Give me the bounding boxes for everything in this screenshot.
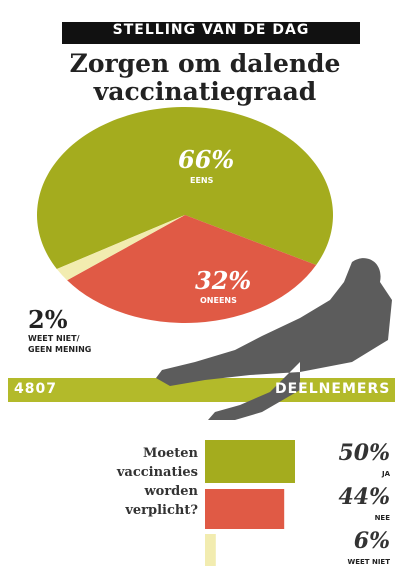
data-label: 50% xyxy=(310,440,390,466)
bar xyxy=(205,440,295,483)
slice-label: ONEENS xyxy=(200,296,237,305)
bar xyxy=(205,534,216,566)
chart-title: Zorgen om dalende vaccinatiegraad xyxy=(40,50,370,106)
bar-label: JA xyxy=(310,470,390,478)
infographic: STELLING VAN DE DAG Zorgen om dalende va… xyxy=(0,0,402,573)
slice-label: WEET NIET/ GEEN MENING xyxy=(28,333,103,355)
data-label: 2% xyxy=(28,305,68,334)
data-label: 66% xyxy=(178,145,234,174)
kicker: STELLING VAN DE DAG xyxy=(62,22,360,44)
bar xyxy=(205,489,284,529)
data-label: 32% xyxy=(195,266,251,295)
data-label: 6% xyxy=(310,528,390,554)
data-label: 44% xyxy=(310,484,390,510)
slice-label: EENS xyxy=(190,176,213,185)
bar-label: WEET NIET xyxy=(310,558,390,566)
participants-label: DEELNEMERS xyxy=(275,381,390,397)
question: Moeten vaccinaties worden verplicht? xyxy=(100,444,198,520)
participants: 4807 xyxy=(14,381,57,397)
bar-label: NEE xyxy=(310,514,390,522)
